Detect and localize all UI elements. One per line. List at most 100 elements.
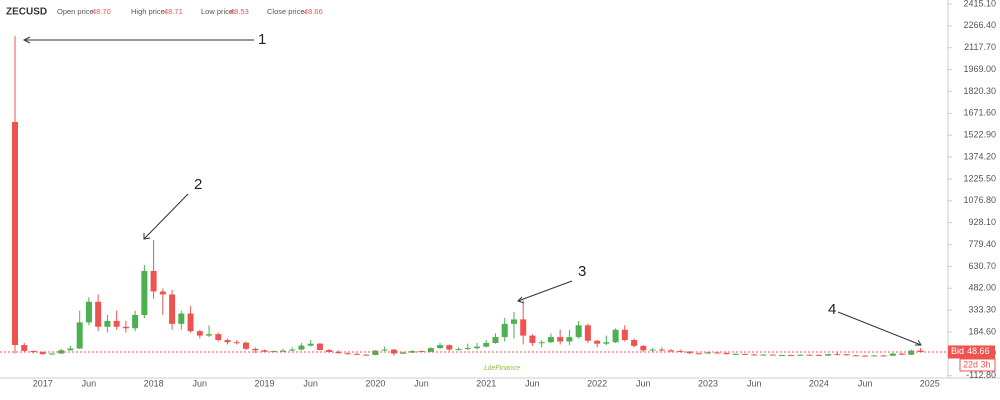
watermark: LiteFinance [484,365,520,372]
candle-body [279,350,286,352]
x-tick-label: Jun [636,378,651,388]
candle-body [335,352,342,354]
bid-value: 48.66 [967,346,990,356]
close-value: 48.66 [304,7,323,16]
arrow [517,280,573,302]
candle-body [67,348,74,351]
candle-body [150,270,157,292]
x-tick-label: 2024 [809,378,829,388]
candle-body [843,354,850,356]
candle-body [455,349,462,351]
candle-body [261,350,268,352]
x-tick-label: Jun [747,378,762,388]
candle-body [732,353,739,355]
arrow-head [915,339,922,346]
candle-body [39,352,46,355]
arrow [837,311,922,346]
high-label: High price: [131,7,167,16]
x-tick-label: 2021 [476,378,496,388]
annotation: 3 [578,263,586,280]
candle-body [206,334,213,336]
y-tick-label: 1225.50 [963,173,996,183]
open-label: Open price: [57,7,96,16]
candle-body [233,342,240,344]
y-tick-label: 1076.80 [963,195,996,205]
y-tick-label: 184.60 [968,326,996,336]
candle-body [584,325,591,341]
candle-body [760,354,767,356]
x-tick-label: 2018 [144,378,164,388]
annotation-arrows [22,36,922,346]
arrow-head [22,36,31,44]
candle-body [113,320,120,327]
y-tick-label: 1820.30 [963,86,996,96]
candle-body [289,349,296,351]
arrow-head [517,296,525,304]
x-tick-label: 2020 [365,378,385,388]
candle-body [400,352,407,354]
candle-body [159,291,166,295]
x-tick-label: Jun [82,378,97,388]
candle-body [353,353,360,355]
candle-body [48,353,55,355]
x-tick-label: 2025 [920,378,940,388]
candle-body [695,353,702,355]
candle-body [483,342,490,347]
candle-body [751,354,758,356]
bid-box [948,345,995,359]
candle-body [862,355,869,357]
y-tick-label: 2117.70 [964,42,996,52]
candle-body [594,340,601,344]
candle-body [427,348,434,352]
candle-body [326,350,333,353]
candle-body [547,337,554,343]
candle-body [178,313,185,324]
candle-body [741,353,748,355]
candle-body [566,337,573,342]
candle-body [834,354,841,356]
y-tick-label: 333.30 [968,304,996,314]
low-label: Low price: [201,7,235,16]
x-tick-label: 2022 [587,378,607,388]
close-label: Close price: [267,7,307,16]
candle-body [252,348,259,351]
y-tick-label: 1522.90 [963,130,996,140]
candle-body [889,353,896,356]
candle-body [12,121,18,346]
candle-body [85,301,92,323]
candle-body [714,352,721,354]
candle-body [880,355,887,357]
candle-body [852,355,859,357]
y-tick-label: 2415.10 [963,0,996,8]
candle-body [104,320,111,327]
low-value: 48.53 [230,7,249,16]
annotation: 1 [258,31,266,48]
y-tick-label: 928.10 [968,217,996,227]
candle-body [529,335,536,343]
candle-body [187,313,194,332]
candle-body [797,354,804,356]
candle-body [621,329,628,341]
x-tick-label: Jun [303,378,318,388]
candle-body [806,354,813,356]
candle-body [141,270,148,316]
candle-body [658,349,665,351]
candle-body [825,354,832,356]
x-tick-label: Jun [414,378,429,388]
bid-label: Bid 48.66 [951,346,990,356]
candle-body [538,342,545,344]
candle-body [446,345,453,350]
candle-body [95,301,102,327]
candle-body [122,326,129,329]
candle-body [224,340,231,343]
candle-body [464,348,471,350]
x-tick-label: Jun [858,378,873,388]
annotation: 4 [828,301,836,318]
candle-body [196,331,203,336]
candle-body [501,323,508,338]
candle-body [612,329,619,343]
candle-body [908,350,915,355]
countdown-box [959,358,996,372]
candle-body [917,350,924,352]
y-tick-label: 482.00 [968,283,996,293]
